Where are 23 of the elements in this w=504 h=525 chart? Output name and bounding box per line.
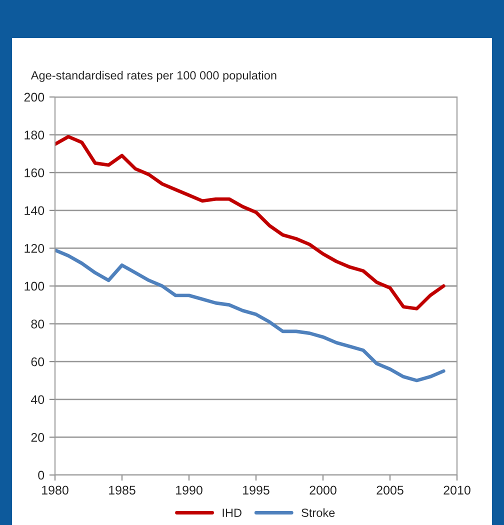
- y-tick-label: 140: [24, 206, 44, 216]
- line-series: [55, 248, 446, 382]
- x-tick-label: 2010: [444, 486, 470, 495]
- x-tick-label: 1995: [243, 486, 270, 495]
- line-series: [55, 134, 446, 310]
- x-tick-label: 2000: [310, 486, 336, 495]
- x-tick-label: 1990: [176, 486, 202, 495]
- y-tick-label: 160: [24, 168, 44, 178]
- y-tick-label: 180: [24, 130, 44, 140]
- y-tick-label: 100: [24, 282, 44, 291]
- x-tick-label: 1985: [109, 486, 136, 495]
- y-tick-label: 40: [30, 395, 44, 404]
- legend-label: IHD: [222, 508, 242, 517]
- x-tick-label: 2005: [376, 486, 404, 495]
- y-tick-label: 60: [31, 357, 44, 366]
- x-tick-label: 1980: [42, 486, 68, 495]
- y-tick-label: 200: [24, 92, 44, 102]
- y-tick-label: 80: [31, 320, 44, 328]
- y-axis-title: Age-standardised rates per 100 000 population: [30, 70, 276, 82]
- y-tick-label: 120: [24, 244, 44, 253]
- legend-label: Stroke: [302, 508, 335, 517]
- y-tick-label: 0: [38, 470, 44, 480]
- y-tick-label: 20: [31, 433, 44, 442]
